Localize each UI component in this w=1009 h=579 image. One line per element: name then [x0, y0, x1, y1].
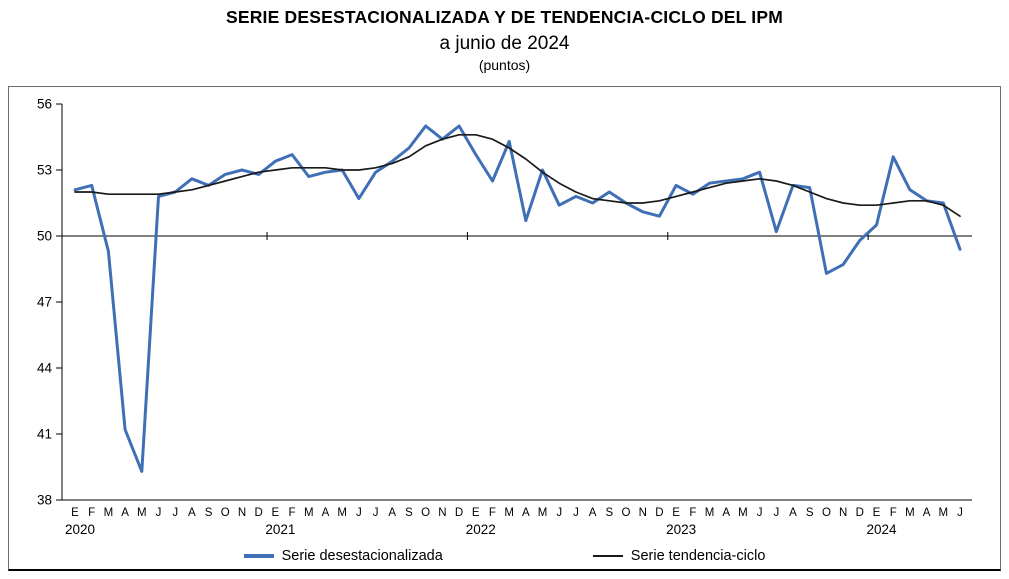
month-label: M [705, 507, 715, 519]
chart-title: SERIE DESESTACIONALIZADA Y DE TENDENCIA-… [225, 7, 784, 27]
month-label: J [356, 507, 362, 519]
legend-line-sample-tendencia-ciclo [592, 555, 623, 557]
month-label: O [822, 507, 831, 519]
legend-line-sample-desestacionalizada [243, 554, 274, 558]
chart-units-label: (puntos) [478, 57, 531, 73]
month-label: E [672, 507, 680, 519]
month-label: N [639, 507, 647, 519]
month-label: N [438, 507, 446, 519]
legend-item-desestacionalizada: Serie desestacionalizada [243, 548, 443, 564]
month-label: J [172, 507, 178, 519]
y-tick-label: 47 [37, 295, 52, 310]
month-label: M [504, 507, 514, 519]
legend: Serie desestacionalizada Serie tendencia… [9, 548, 1000, 564]
month-label: M [905, 507, 915, 519]
year-label: 2021 [265, 522, 295, 537]
month-label: A [789, 507, 797, 519]
year-label: 2020 [65, 522, 95, 537]
month-label: N [238, 507, 246, 519]
month-label: O [421, 507, 430, 519]
year-label: 2023 [666, 522, 696, 537]
month-label: E [873, 507, 881, 519]
month-label: J [156, 507, 162, 519]
month-label: A [589, 507, 597, 519]
series-line-tendencia-ciclo [74, 133, 961, 218]
month-label: J [556, 507, 562, 519]
month-label: F [489, 507, 496, 519]
series-line-desestacionalizada [73, 124, 962, 473]
month-label: A [188, 507, 196, 519]
month-label: F [289, 507, 296, 519]
month-label: D [455, 507, 463, 519]
month-label: F [689, 507, 696, 519]
y-tick-label: 50 [37, 229, 52, 244]
month-label: O [221, 507, 230, 519]
month-label: J [757, 507, 763, 519]
month-label: M [538, 507, 548, 519]
y-tick-label: 44 [37, 361, 53, 376]
month-label: S [606, 507, 614, 519]
month-label: F [88, 507, 95, 519]
month-label: M [304, 507, 314, 519]
month-label: M [939, 507, 949, 519]
month-label: O [622, 507, 631, 519]
month-label: E [272, 507, 280, 519]
month-label: N [839, 507, 847, 519]
month-label: M [137, 507, 147, 519]
month-label: A [923, 507, 931, 519]
y-tick-label: 56 [37, 97, 52, 112]
month-label: D [856, 507, 864, 519]
year-label: 2022 [466, 522, 496, 537]
y-tick-label: 38 [37, 493, 52, 508]
legend-label-tendencia-ciclo: Serie tendencia-ciclo [630, 548, 766, 564]
month-label: S [405, 507, 413, 519]
year-label: 2024 [866, 522, 897, 537]
month-label: S [205, 507, 213, 519]
month-label: E [472, 507, 480, 519]
month-label: A [121, 507, 129, 519]
month-label: J [573, 507, 579, 519]
month-label: A [322, 507, 330, 519]
chart-subtitle: a junio de 2024 [439, 33, 570, 54]
month-label: D [255, 507, 263, 519]
plot-frame: 38 41 44 47 50 53 56 2020 2021 2022 2023 2024 E F M A M J… [8, 86, 1001, 571]
month-label: M [337, 507, 347, 519]
month-label: S [806, 507, 814, 519]
month-label: E [71, 507, 79, 519]
legend-item-tendencia-ciclo: Serie tendencia-ciclo [592, 548, 766, 564]
month-label: F [890, 507, 897, 519]
month-label: M [104, 507, 114, 519]
month-label: J [773, 507, 779, 519]
month-label: A [388, 507, 396, 519]
y-tick-label: 41 [37, 427, 52, 442]
month-label: D [655, 507, 663, 519]
legend-label-desestacionalizada: Serie desestacionalizada [281, 548, 443, 564]
month-label: A [522, 507, 530, 519]
month-label: M [738, 507, 748, 519]
month-label: A [722, 507, 730, 519]
y-tick-label: 53 [37, 163, 52, 178]
month-label: J [373, 507, 379, 519]
chart-header: SERIE DESESTACIONALIZADA Y DE TENDENCIA-… [0, 0, 1009, 73]
month-label: J [957, 507, 963, 519]
